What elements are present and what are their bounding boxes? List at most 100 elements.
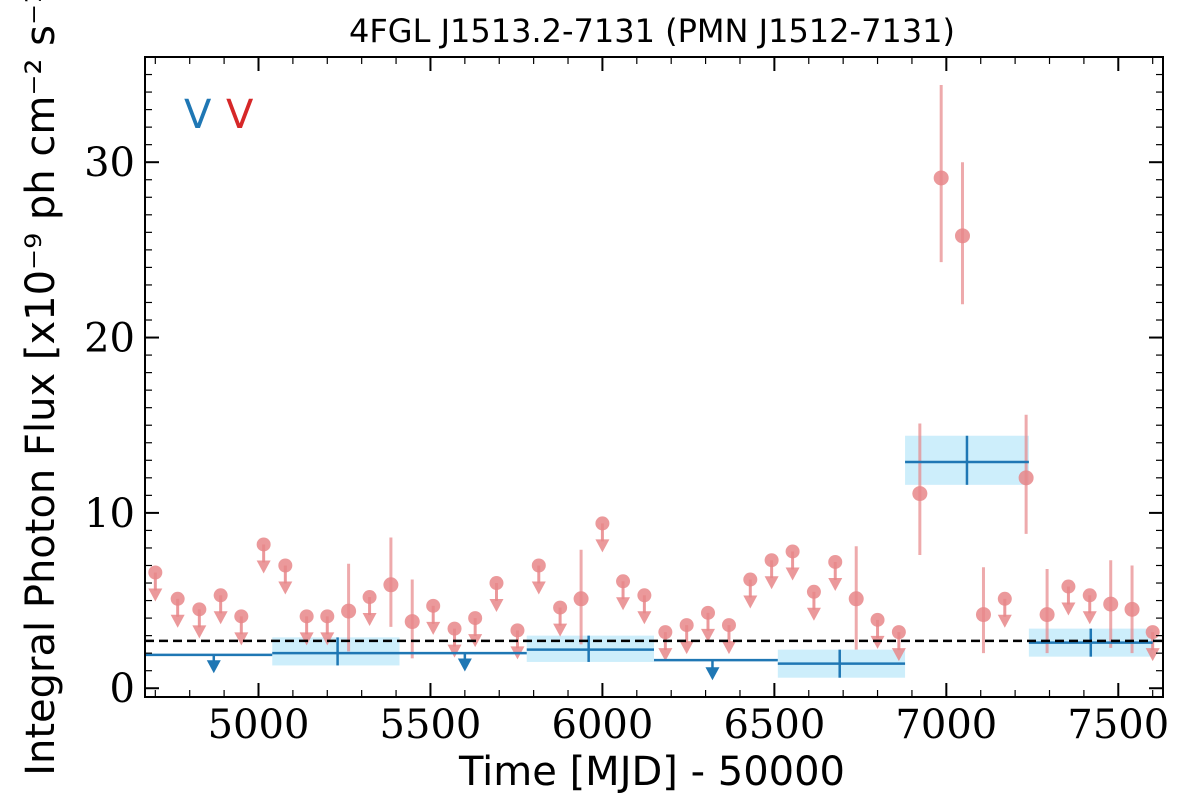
red-data-point [912,486,928,502]
legend-entry-red: V [226,92,254,138]
red-data-point [362,590,377,605]
x-tick-label: 5500 [380,702,482,748]
red-upper-limit-arrow [148,588,163,602]
red-data-point [870,612,885,627]
plot-area [145,57,1163,697]
red-upper-limit-arrow [531,581,546,595]
red-upper-limit-arrow [278,581,293,595]
red-data-point [256,537,271,552]
blue-upper-limit-arrow [206,660,221,674]
red-upper-limit-arrow [553,623,568,637]
red-upper-limit-arrow [213,611,228,625]
red-data-point [468,611,483,626]
red-upper-limit-arrow [785,567,800,581]
red-data-point [1082,588,1097,603]
red-data-point [341,603,357,619]
y-tick-label: 10 [84,491,135,537]
red-upper-limit-arrow [721,641,736,655]
chart-title: 4FGL J1513.2-7131 (PMN J1512-7131) [349,12,955,50]
red-data-point [997,591,1012,606]
red-upper-limit-arrow [828,577,843,591]
red-data-point [700,605,715,620]
red-upper-limit-arrow [616,597,631,611]
red-data-point [148,565,163,580]
red-upper-limit-arrow [658,648,673,662]
red-upper-limit-arrow [299,632,314,646]
red-data-point [404,614,420,630]
red-upper-limit-arrow [870,635,885,649]
red-upper-limit-arrow [447,644,462,658]
y-tick-label: 0 [110,666,135,712]
red-upper-limit-arrow [595,539,610,553]
red-data-point [573,591,589,607]
red-data-point [595,516,610,531]
red-data-point [1061,579,1076,594]
red-upper-limit-arrow [700,628,715,642]
red-data-point [531,558,546,573]
red-upper-limit-arrow [256,560,271,574]
x-tick-label: 5000 [208,702,310,748]
blue-upper-limit-arrow [457,658,472,672]
red-data-point [658,625,673,640]
red-upper-limit-arrow [764,576,779,590]
red-data-point [426,598,441,613]
red-data-point [170,591,185,606]
red-upper-limit-arrow [637,611,652,625]
blue-upper-limit-arrow [705,667,720,681]
y-axis-title: Integral Photon Flux [x10⁻⁹ ph cm⁻² s⁻¹] [18,0,64,776]
red-data-point [299,609,314,624]
red-data-point [1018,470,1034,486]
y-tick-label: 20 [84,316,135,362]
red-data-point [933,170,949,186]
red-data-point [234,609,249,624]
red-data-point [721,618,736,633]
red-data-point [447,621,462,636]
red-data-point [213,588,228,603]
x-tick-label: 7500 [1067,702,1169,748]
plot-frame [144,56,1164,698]
red-data-point [806,584,821,599]
red-data-point [383,577,399,593]
red-data-point [743,572,758,587]
red-data-point [1103,596,1119,612]
red-upper-limit-arrow [320,632,335,646]
red-data-point [828,554,843,569]
x-tick-label: 6000 [552,702,654,748]
red-upper-limit-arrow [192,625,207,639]
red-data-point [1124,601,1140,617]
red-data-point [848,591,864,607]
red-data-point [891,625,906,640]
red-data-point [764,553,779,568]
red-data-point [489,576,504,591]
red-data-point [637,588,652,603]
red-upper-limit-arrow [170,614,185,628]
red-data-point [320,609,335,624]
y-tick-label: 30 [84,140,135,186]
red-data-point [1145,625,1160,640]
red-data-point [510,623,525,638]
red-upper-limit-arrow [489,599,504,613]
x-tick-label: 7000 [895,702,997,748]
red-upper-limit-arrow [679,641,694,655]
red-upper-limit-arrow [1082,611,1097,625]
red-data-point [1039,607,1055,623]
red-upper-limit-arrow [1061,602,1076,616]
red-data-point [192,602,207,617]
red-upper-limit-arrow [891,648,906,662]
x-tick-label: 6500 [723,702,825,748]
red-upper-limit-arrow [743,595,758,609]
red-data-point [785,544,800,559]
red-data-point [679,618,694,633]
red-data-point [975,607,991,623]
red-data-point [616,574,631,589]
red-data-point [954,228,970,244]
red-data-point [278,558,293,573]
red-upper-limit-arrow [1145,648,1160,662]
red-upper-limit-arrow [234,632,249,646]
legend-entry-blue: V [184,92,212,138]
red-upper-limit-arrow [806,607,821,621]
x-axis-title: Time [MJD] - 50000 [458,749,845,795]
red-upper-limit-arrow [362,613,377,627]
red-upper-limit-arrow [426,621,441,635]
